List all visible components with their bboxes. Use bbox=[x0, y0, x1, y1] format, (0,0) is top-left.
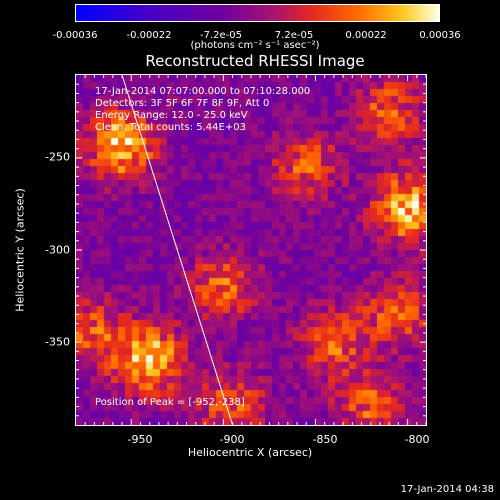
colorbar-tick-label: -7.2e-05 bbox=[200, 30, 242, 41]
colorbar-units: (photons cm⁻² s⁻¹ asec⁻²) bbox=[190, 40, 320, 51]
colorbar bbox=[75, 4, 440, 22]
x-tick-label: -900 bbox=[219, 433, 245, 446]
x-tick-label: -850 bbox=[312, 433, 338, 446]
info-energy-range: Energy Range: 12.0 - 25.0 keV bbox=[95, 110, 248, 121]
info-total-counts: Clean, Total counts: 5.44E+03 bbox=[95, 122, 246, 133]
peak-position-label: Position of Peak = [-952,-238] bbox=[95, 397, 245, 408]
x-axis-label: Heliocentric X (arcsec) bbox=[187, 446, 313, 459]
y-tick-label: -350 bbox=[45, 335, 70, 349]
info-time-range: 17-Jan-2014 07:07:00.000 to 07:10:28.000 bbox=[95, 86, 311, 97]
colorbar-tick-label: 0.00022 bbox=[345, 30, 387, 41]
y-tick-label: -300 bbox=[45, 243, 70, 257]
colorbar-tick-label: 7.2e-05 bbox=[274, 30, 314, 41]
colorbar-tick-label: 0.00036 bbox=[419, 30, 461, 41]
x-tick-label: -800 bbox=[404, 433, 430, 446]
colorbar-tick-label: -0.00036 bbox=[52, 30, 98, 41]
colorbar-tick-label: -0.00022 bbox=[126, 30, 172, 41]
plot-timestamp: 17-Jan-2014 04:38 bbox=[400, 484, 494, 495]
y-axis-label: Heliocentric Y (arcsec) bbox=[13, 188, 27, 312]
chart-title: Reconstructed RHESSI Image bbox=[145, 52, 365, 70]
info-detectors: Detectors: 3F 5F 6F 7F 8F 9F, Att 0 bbox=[95, 98, 270, 109]
x-tick-label: -950 bbox=[127, 433, 153, 446]
y-tick-label: -250 bbox=[45, 150, 70, 164]
